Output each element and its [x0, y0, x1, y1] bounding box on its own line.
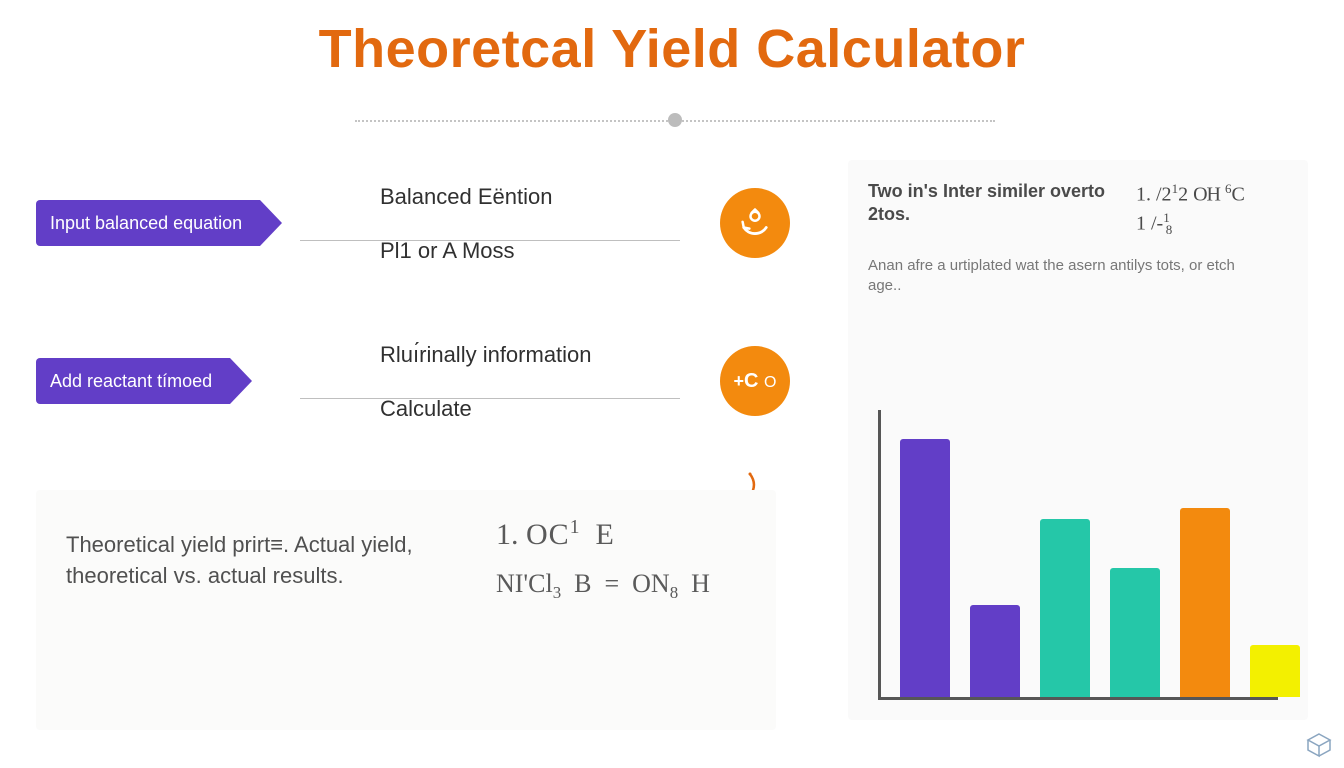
chart-axis-x	[878, 697, 1278, 700]
comparison-panel: Two in's Inter similer overto 2tos. 1. /…	[848, 160, 1308, 720]
chart-bar	[1180, 508, 1230, 697]
yield-formula: 1. OC1 E NI'Cl3 B = ON8 H	[496, 514, 710, 605]
chart-axis-y	[878, 410, 881, 700]
chart-bar	[1040, 519, 1090, 697]
balanced-equation-icon	[720, 188, 790, 258]
comparison-formula: 1. /212 OH 6C 1 /-18	[1136, 180, 1245, 240]
chart-bar	[1250, 645, 1300, 697]
chart-bar	[1110, 568, 1160, 697]
step-2-line1: Rluı́rinally information	[380, 342, 592, 368]
yield-summary-text: Theoretical yield prirt≡. Actual yield, …	[66, 530, 446, 592]
comparison-heading: Two in's Inter similer overto 2tos.	[868, 180, 1118, 240]
comparison-note: Anan afre a urtiplated wat the asern ant…	[868, 256, 1258, 297]
slider-thumb[interactable]	[668, 113, 682, 127]
step-1-line1: Balanced Eëntion	[380, 184, 552, 210]
corner-cube-icon	[1306, 732, 1332, 758]
chart-bar	[970, 605, 1020, 697]
yield-bar-chart	[878, 410, 1278, 700]
step-1-line2: Pl1 or A Moss	[380, 238, 552, 264]
step-2-text: Rluı́rinally information Calculate	[380, 336, 592, 428]
yield-summary-panel: Theoretical yield prirt≡. Actual yield, …	[36, 490, 776, 730]
step-arrow-1-label: Input balanced equation	[50, 213, 242, 234]
step-2-line2: Calculate	[380, 396, 592, 422]
step-arrow-2[interactable]: Add reactant tímoed	[36, 358, 252, 404]
step-arrow-2-label: Add reactant tímoed	[50, 371, 212, 392]
step-1-text: Balanced Eëntion Pl1 or A Moss	[380, 178, 552, 270]
add-reactant-icon: +C O	[720, 346, 790, 416]
chart-bar	[900, 439, 950, 697]
step-arrow-1[interactable]: Input balanced equation	[36, 200, 282, 246]
page-title: Theoretcal Yield Calculator	[0, 0, 1344, 80]
